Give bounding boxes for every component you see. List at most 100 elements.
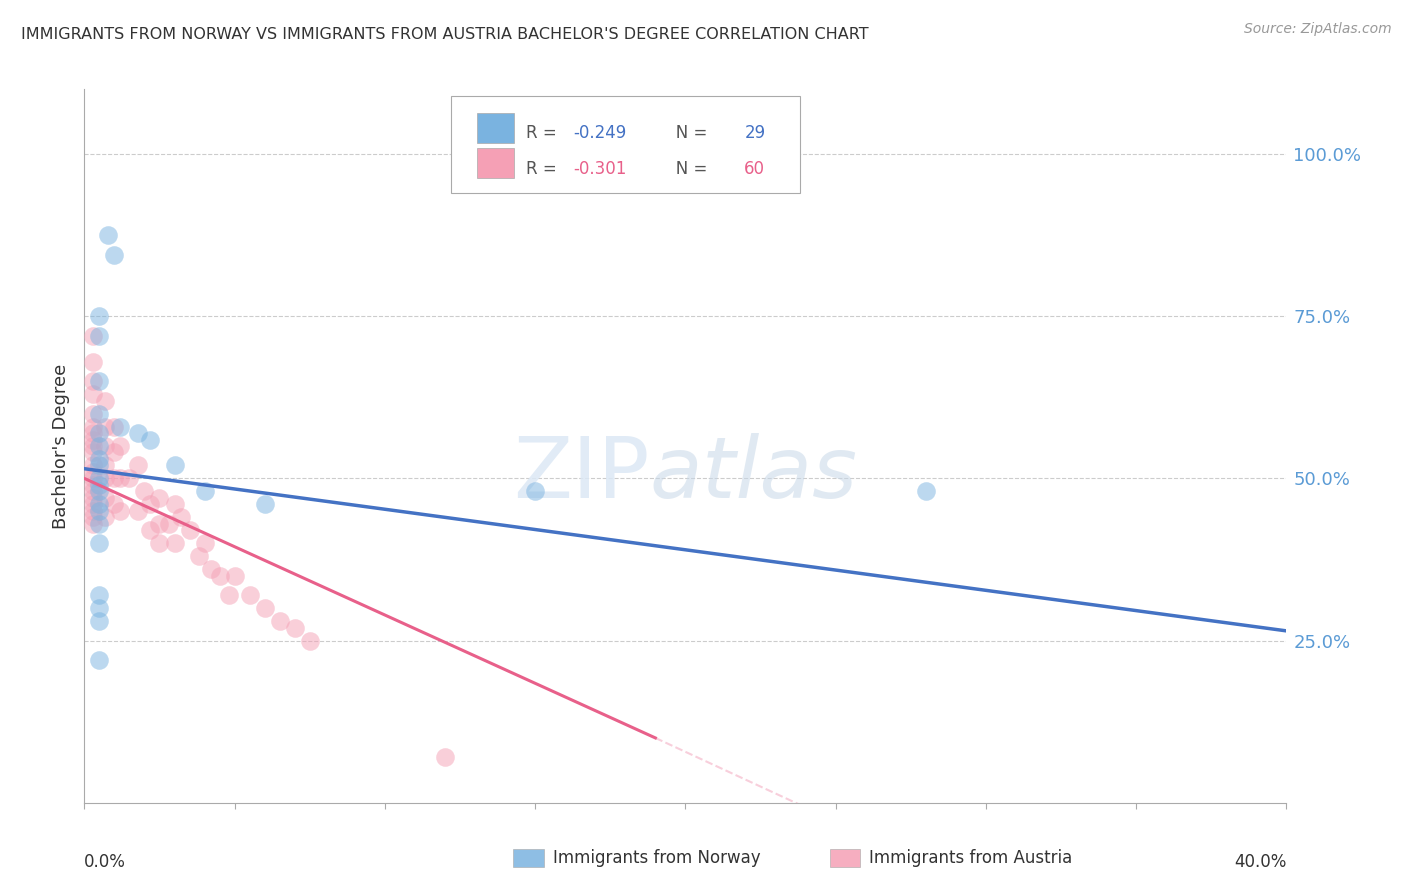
Point — [82, 425, 104, 440]
Point — [82, 516, 104, 531]
Point — [89, 407, 111, 421]
Point — [82, 328, 104, 343]
Point — [97, 228, 120, 243]
Text: Immigrants from Austria: Immigrants from Austria — [869, 849, 1073, 867]
Point — [89, 478, 111, 492]
Point — [89, 614, 111, 628]
Point — [284, 621, 307, 635]
FancyBboxPatch shape — [451, 96, 800, 193]
Point — [82, 510, 104, 524]
Point — [110, 504, 132, 518]
Point — [157, 516, 180, 531]
Y-axis label: Bachelor's Degree: Bachelor's Degree — [52, 363, 70, 529]
Point — [110, 471, 132, 485]
Point — [89, 452, 111, 467]
Point — [224, 568, 246, 582]
Point — [239, 588, 262, 602]
Text: R =: R = — [526, 161, 561, 178]
Point — [163, 497, 186, 511]
Point — [89, 653, 111, 667]
Point — [89, 588, 111, 602]
Text: 0.0%: 0.0% — [84, 853, 127, 871]
Point — [82, 471, 104, 485]
Point — [524, 484, 547, 499]
Point — [89, 374, 111, 388]
Point — [103, 247, 125, 261]
Text: N =: N = — [661, 125, 713, 143]
Point — [82, 354, 104, 368]
Point — [110, 439, 132, 453]
Point — [82, 387, 104, 401]
Point — [89, 328, 111, 343]
Point — [89, 439, 111, 453]
Point — [82, 419, 104, 434]
Point — [82, 484, 104, 499]
Text: 40.0%: 40.0% — [1234, 853, 1286, 871]
Text: 60: 60 — [744, 161, 765, 178]
Text: Source: ZipAtlas.com: Source: ZipAtlas.com — [1244, 22, 1392, 37]
Point — [194, 536, 217, 550]
Point — [94, 419, 117, 434]
Point — [94, 510, 117, 524]
Point — [89, 425, 111, 440]
Point — [169, 510, 191, 524]
Point — [915, 484, 938, 499]
Bar — [478, 148, 513, 178]
Text: N =: N = — [661, 161, 713, 178]
Point — [148, 516, 170, 531]
Point — [134, 484, 156, 499]
Point — [103, 497, 125, 511]
Point — [82, 465, 104, 479]
Point — [89, 471, 111, 485]
Point — [82, 458, 104, 473]
Bar — [830, 849, 860, 867]
Point — [82, 407, 104, 421]
Point — [82, 478, 104, 492]
Text: R =: R = — [526, 125, 561, 143]
Point — [82, 504, 104, 518]
Text: IMMIGRANTS FROM NORWAY VS IMMIGRANTS FROM AUSTRIA BACHELOR'S DEGREE CORRELATION : IMMIGRANTS FROM NORWAY VS IMMIGRANTS FRO… — [21, 27, 869, 42]
Text: atlas: atlas — [650, 433, 858, 516]
Point — [103, 471, 125, 485]
Point — [103, 445, 125, 459]
Point — [82, 433, 104, 447]
Point — [82, 491, 104, 505]
Point — [253, 497, 276, 511]
Point — [89, 484, 111, 499]
Point — [148, 491, 170, 505]
Point — [148, 536, 170, 550]
Point — [163, 458, 186, 473]
Point — [269, 614, 291, 628]
Text: ZIP: ZIP — [513, 433, 650, 516]
Point — [89, 504, 111, 518]
Point — [127, 425, 149, 440]
Text: 29: 29 — [744, 125, 765, 143]
Point — [82, 374, 104, 388]
Point — [94, 439, 117, 453]
Text: Immigrants from Norway: Immigrants from Norway — [553, 849, 761, 867]
Point — [298, 633, 321, 648]
Point — [89, 458, 111, 473]
Point — [139, 433, 162, 447]
Point — [118, 471, 141, 485]
Point — [89, 601, 111, 615]
Text: -0.249: -0.249 — [574, 125, 627, 143]
Point — [127, 458, 149, 473]
Point — [127, 504, 149, 518]
Point — [94, 491, 117, 505]
Point — [179, 524, 201, 538]
Point — [163, 536, 186, 550]
Point — [208, 568, 231, 582]
Point — [110, 419, 132, 434]
Point — [253, 601, 276, 615]
Point — [200, 562, 222, 576]
Point — [434, 750, 457, 764]
Bar — [478, 112, 513, 143]
Point — [94, 458, 117, 473]
Point — [82, 439, 104, 453]
Point — [187, 549, 209, 564]
Point — [82, 497, 104, 511]
Point — [82, 445, 104, 459]
Bar — [513, 849, 544, 867]
Point — [103, 419, 125, 434]
